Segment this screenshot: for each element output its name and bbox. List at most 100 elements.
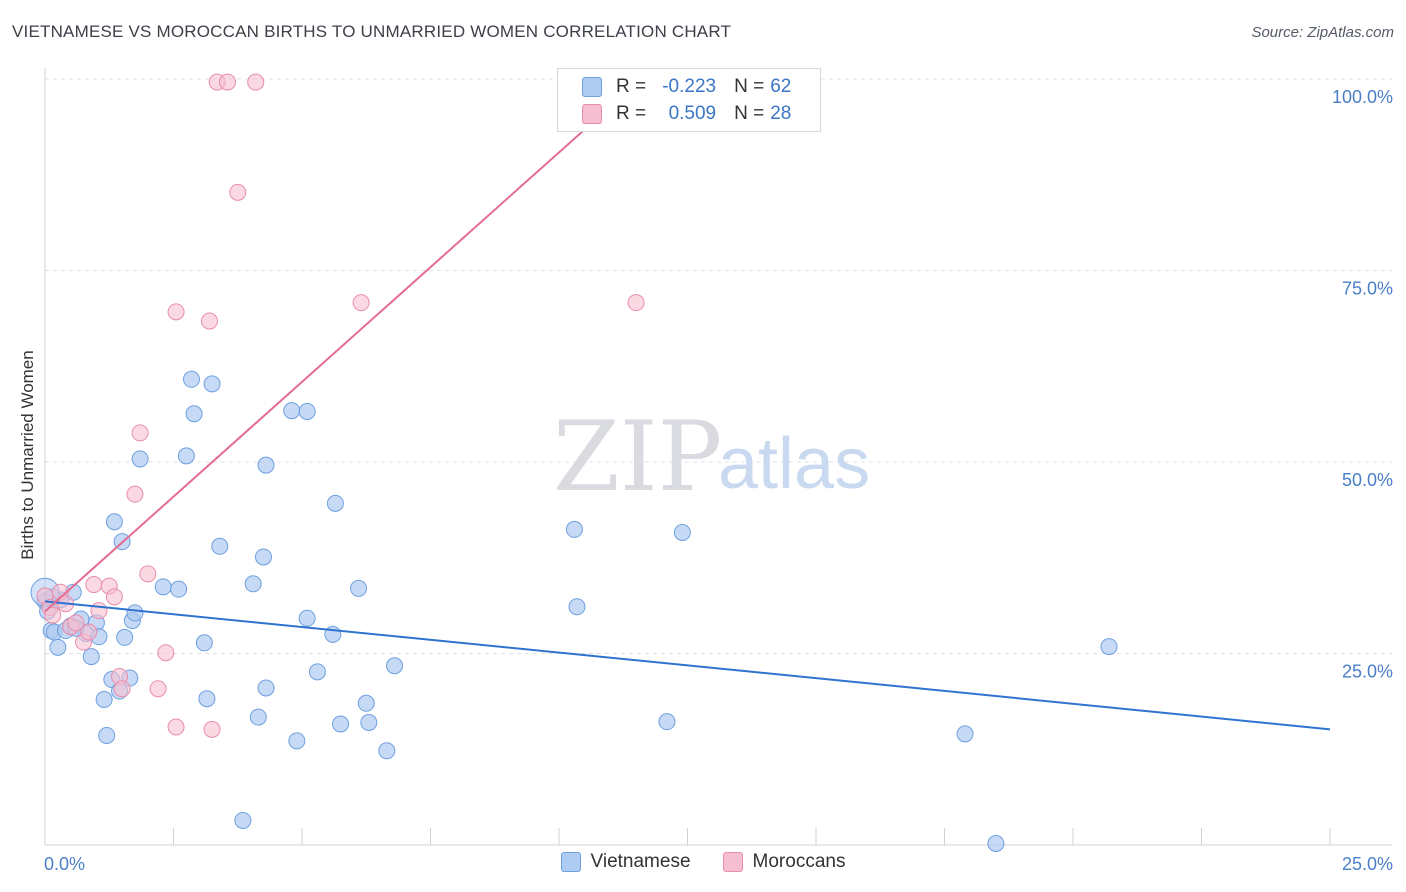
legend-r-value: -0.223 bbox=[662, 76, 717, 97]
watermark-atlas: atlas bbox=[718, 424, 870, 504]
vietnamese-point bbox=[198, 690, 216, 708]
y-axis-label: Births to Unmarried Women bbox=[18, 350, 37, 559]
vietnamese-point bbox=[82, 648, 100, 666]
trend-lines bbox=[44, 78, 1331, 731]
vietnamese-point bbox=[185, 405, 203, 423]
moroccan-point bbox=[149, 680, 167, 698]
vietnamese-point bbox=[105, 513, 123, 531]
vietnamese-point bbox=[568, 598, 586, 616]
legend-item-moroccans[interactable]: Moroccans bbox=[722, 851, 846, 873]
legend-n-value: 28 bbox=[770, 103, 792, 124]
vietnamese-point bbox=[658, 713, 676, 731]
y-tick-label: 25.0% bbox=[1342, 662, 1393, 682]
chart-title: VIETNAMESE VS MOROCCAN BIRTHS TO UNMARRI… bbox=[12, 22, 732, 41]
vietnamese-point bbox=[956, 725, 974, 743]
moroccan-point bbox=[218, 73, 236, 91]
legend-n-value: 62 bbox=[770, 76, 792, 97]
legend-item-vietnamese[interactable]: Vietnamese bbox=[560, 851, 691, 873]
moroccan-point bbox=[627, 294, 645, 312]
moroccan-point bbox=[126, 485, 144, 503]
vietnamese-point bbox=[386, 657, 404, 675]
vietnamese-point bbox=[298, 609, 316, 627]
moroccan-point bbox=[200, 312, 218, 330]
legend-r-label: R = bbox=[616, 103, 647, 124]
vietnamese-point bbox=[131, 450, 149, 468]
moroccan-point bbox=[113, 680, 131, 698]
vietnamese-trend-line bbox=[44, 600, 1331, 731]
vietnamese-point bbox=[378, 742, 396, 760]
vietnamese-point bbox=[283, 402, 301, 420]
grid-lines bbox=[45, 78, 1392, 654]
vietnamese-point bbox=[95, 690, 113, 708]
vietnamese-point bbox=[116, 628, 134, 646]
watermark: ZIP atlas bbox=[553, 401, 870, 513]
moroccan-point bbox=[80, 623, 98, 641]
moroccan-swatch bbox=[582, 104, 602, 124]
vietnamese-point bbox=[565, 520, 583, 538]
moroccan-trend-line bbox=[44, 78, 642, 613]
moroccan-point bbox=[67, 614, 85, 632]
moroccan-point bbox=[157, 644, 175, 662]
vietnamese-point bbox=[298, 402, 316, 420]
vietnamese-point bbox=[332, 715, 350, 733]
moroccan-point bbox=[90, 602, 108, 620]
legend-row-vietnamese: R = -0.223 N = 62 bbox=[558, 74, 791, 100]
moroccan-point bbox=[167, 303, 185, 321]
source-label: Source: ZipAtlas.com bbox=[1251, 24, 1394, 41]
moroccan-legend-swatch bbox=[722, 852, 743, 872]
vietnamese-point bbox=[154, 578, 172, 596]
series-legend: Vietnamese Moroccans bbox=[0, 851, 1406, 873]
vietnamese-point bbox=[257, 456, 275, 474]
vietnamese-point bbox=[244, 575, 262, 593]
vietnamese-point bbox=[1100, 638, 1118, 656]
moroccan-point bbox=[139, 565, 157, 583]
moroccan-point bbox=[85, 576, 103, 594]
vietnamese-point bbox=[360, 713, 378, 731]
legend-r-label: R = bbox=[616, 76, 647, 97]
legend-n-label: N = bbox=[734, 103, 765, 124]
vietnamese-point bbox=[49, 638, 67, 656]
vietnamese-point bbox=[177, 447, 195, 465]
legend-row-moroccan: R = 0.509 N = 28 bbox=[558, 101, 791, 127]
vietnamese-point bbox=[98, 726, 116, 744]
watermark-zip: ZIP bbox=[553, 401, 722, 513]
x-tick-label: 25.0% bbox=[1342, 854, 1393, 874]
vietnamese-legend-label: Vietnamese bbox=[590, 851, 691, 872]
vietnamese-point bbox=[126, 604, 144, 622]
moroccan-point bbox=[352, 294, 370, 312]
vietnamese-point bbox=[211, 537, 229, 555]
vietnamese-point bbox=[357, 694, 375, 712]
y-tick-label: 50.0% bbox=[1342, 470, 1393, 490]
moroccan-point bbox=[167, 718, 185, 736]
vietnamese-point bbox=[234, 811, 252, 829]
vietnamese-point bbox=[203, 375, 221, 393]
legend-n-label: N = bbox=[734, 76, 765, 97]
vietnamese-point bbox=[308, 663, 326, 681]
vietnamese-point bbox=[673, 523, 691, 541]
vietnamese-point bbox=[987, 834, 1005, 852]
vietnamese-point bbox=[249, 708, 267, 726]
moroccan-point bbox=[247, 73, 265, 91]
moroccan-legend-label: Moroccans bbox=[752, 851, 846, 872]
y-tick-label: 100.0% bbox=[1332, 87, 1393, 107]
vietnamese-point bbox=[170, 580, 188, 598]
vietnamese-point bbox=[254, 548, 272, 566]
moroccan-point bbox=[203, 720, 221, 738]
axes bbox=[44, 68, 1392, 846]
legend-r-value: 0.509 bbox=[668, 103, 717, 124]
vietnamese-point bbox=[195, 634, 213, 652]
moroccan-point bbox=[44, 606, 62, 624]
correlation-legend: R = -0.223 N = 62 R = 0.509 N = 28 bbox=[557, 68, 821, 132]
tick-labels: 100.0% 75.0% 50.0% 25.0% 0.0% 25.0% bbox=[44, 87, 1393, 874]
vietnamese-point bbox=[326, 494, 344, 512]
vietnamese-swatch bbox=[582, 77, 602, 97]
moroccan-point bbox=[105, 588, 123, 606]
vietnamese-point bbox=[182, 370, 200, 388]
x-tick-label: 0.0% bbox=[44, 854, 85, 874]
moroccan-point bbox=[229, 183, 247, 201]
vietnamese-point bbox=[350, 579, 368, 597]
moroccan-point bbox=[131, 424, 149, 442]
y-tick-label: 75.0% bbox=[1342, 279, 1393, 299]
vietnamese-legend-swatch bbox=[560, 852, 581, 872]
